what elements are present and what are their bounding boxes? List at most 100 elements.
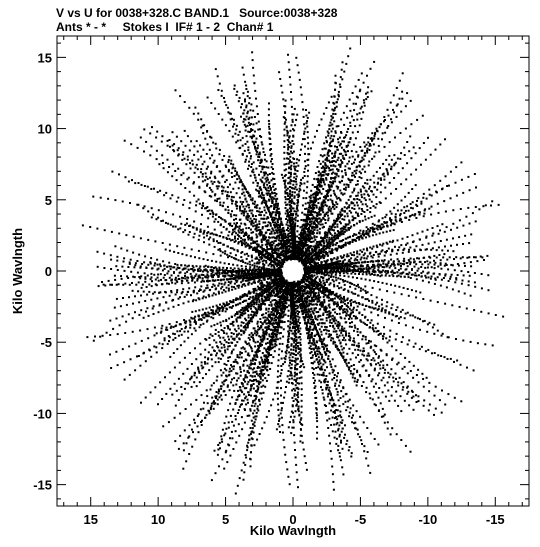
uv-point xyxy=(345,202,348,205)
uv-point xyxy=(270,166,273,169)
uv-point xyxy=(333,261,336,264)
uv-point xyxy=(346,364,349,367)
uv-point xyxy=(323,167,326,170)
uv-point xyxy=(377,144,380,147)
uv-point xyxy=(311,141,314,144)
uv-point xyxy=(327,392,330,395)
uv-point xyxy=(347,290,350,293)
uv-point xyxy=(337,186,340,189)
uv-point xyxy=(337,216,340,219)
uv-point xyxy=(335,324,338,327)
uv-point xyxy=(328,250,331,253)
uv-point xyxy=(328,238,331,241)
uv-point xyxy=(180,393,183,396)
uv-point xyxy=(198,309,201,312)
uv-point xyxy=(186,265,189,268)
uv-point xyxy=(248,244,251,247)
uv-point xyxy=(412,258,415,261)
uv-point xyxy=(136,203,139,206)
uv-point xyxy=(145,286,148,288)
uv-point xyxy=(131,289,134,292)
uv-point xyxy=(258,400,261,403)
uv-point xyxy=(342,387,345,390)
uv-point xyxy=(187,436,190,439)
uv-point xyxy=(299,184,302,187)
uv-point xyxy=(318,160,321,163)
uv-point xyxy=(313,235,316,238)
uv-point xyxy=(184,144,187,147)
uv-point xyxy=(260,340,263,343)
uv-point xyxy=(326,344,329,347)
uv-point xyxy=(319,314,322,317)
uv-point xyxy=(366,427,369,429)
uv-point xyxy=(466,366,468,369)
uv-point xyxy=(329,124,332,127)
uv-point xyxy=(367,228,369,231)
uv-point xyxy=(363,450,366,453)
uv-point xyxy=(269,232,271,235)
uv-point xyxy=(298,187,301,190)
uv-point xyxy=(349,370,352,372)
uv-point xyxy=(235,441,238,444)
uv-point xyxy=(389,433,392,436)
uv-point xyxy=(237,286,240,289)
uv-point xyxy=(382,415,385,418)
uv-point xyxy=(265,307,268,310)
uv-point xyxy=(195,273,198,276)
uv-point xyxy=(332,342,335,345)
uv-point xyxy=(267,314,270,317)
uv-point xyxy=(114,245,117,248)
uv-point xyxy=(249,374,252,377)
uv-point xyxy=(232,125,234,128)
uv-point xyxy=(231,437,234,440)
uv-point xyxy=(205,373,207,376)
uv-point xyxy=(218,396,221,399)
uv-point xyxy=(328,159,331,162)
uv-point xyxy=(296,207,299,209)
uv-point xyxy=(206,395,209,398)
uv-point xyxy=(309,230,312,233)
uv-point xyxy=(361,353,364,356)
uv-point xyxy=(345,358,348,361)
uv-point xyxy=(250,404,253,407)
uv-point xyxy=(208,148,211,151)
uv-point xyxy=(283,146,286,148)
uv-point xyxy=(253,313,256,315)
uv-point xyxy=(244,158,247,161)
uv-point xyxy=(144,255,147,258)
uv-point xyxy=(382,231,385,234)
uv-point xyxy=(286,339,289,342)
uv-point xyxy=(329,142,332,145)
uv-point xyxy=(332,341,335,344)
uv-point xyxy=(238,96,241,99)
uv-point xyxy=(328,417,331,420)
uv-point xyxy=(220,287,223,290)
uv-point xyxy=(358,112,361,115)
uv-point xyxy=(364,218,367,221)
uv-point xyxy=(263,336,266,339)
uv-point xyxy=(236,333,238,336)
uv-point xyxy=(439,259,442,262)
uv-point xyxy=(383,413,386,416)
uv-point xyxy=(320,181,322,184)
uv-point xyxy=(260,246,263,249)
uv-point xyxy=(356,250,359,253)
uv-point xyxy=(338,152,341,155)
uv-point xyxy=(222,320,225,323)
uv-point xyxy=(264,332,267,335)
uv-point xyxy=(328,240,331,243)
uv-point xyxy=(361,219,364,222)
uv-point xyxy=(146,307,149,310)
uv-point xyxy=(292,287,295,290)
uv-point xyxy=(236,90,239,93)
uv-point xyxy=(337,93,340,96)
uv-point xyxy=(250,122,252,125)
uv-point xyxy=(202,274,205,276)
uv-point xyxy=(223,332,226,334)
uv-point xyxy=(292,227,295,230)
uv-point xyxy=(348,338,351,341)
uv-point xyxy=(297,352,300,355)
uv-point xyxy=(255,301,258,304)
uv-point xyxy=(295,180,298,183)
uv-point xyxy=(363,165,366,168)
